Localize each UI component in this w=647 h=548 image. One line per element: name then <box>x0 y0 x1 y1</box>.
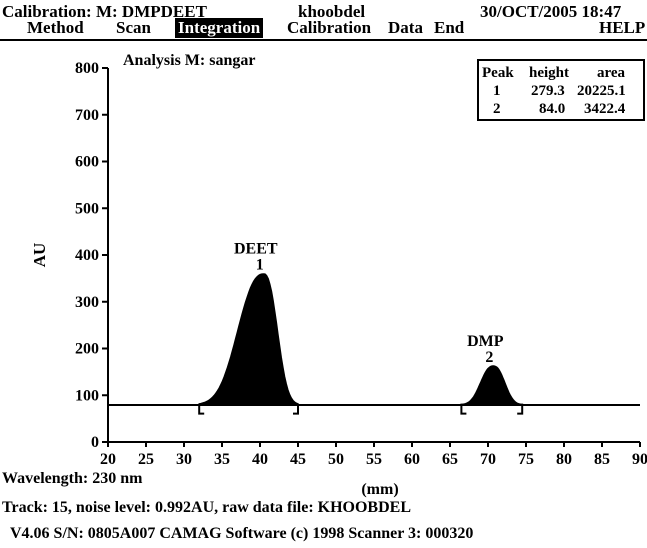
peak-1-area <box>198 273 299 406</box>
y-axis-label: AU <box>30 243 49 268</box>
y-tick-label: 200 <box>75 341 99 358</box>
x-tick-label: 60 <box>404 451 420 468</box>
y-tick-label: 100 <box>75 387 99 404</box>
y-tick-label: 600 <box>75 154 99 171</box>
menu-calibration[interactable]: Calibration <box>287 18 372 37</box>
peak-row-1-area: 20225.1 <box>577 83 626 99</box>
user-name: khoobdel <box>298 2 366 21</box>
y-tick-label: 800 <box>75 60 99 77</box>
peak-1-start-marker <box>198 403 206 415</box>
x-tick-label: 50 <box>328 451 344 468</box>
x-tick-label: 90 <box>632 451 647 468</box>
x-axis-label: (mm) <box>361 481 398 498</box>
height-header: height <box>529 65 570 81</box>
menu-scan[interactable]: Scan <box>116 18 151 37</box>
y-tick-label: 700 <box>75 107 99 124</box>
y-tick-label: 300 <box>75 294 99 311</box>
peak-row-2-height: 84.0 <box>539 101 566 117</box>
area-header: area <box>597 65 626 81</box>
x-tick-label: 75 <box>518 451 534 468</box>
timestamp: 30/OCT/2005 18:47 <box>480 2 622 21</box>
menu-help[interactable]: HELP <box>599 18 646 37</box>
peak-2-area <box>460 365 523 406</box>
menu-method[interactable]: Method <box>27 18 84 37</box>
track-info: Track: 15, noise level: 0.992AU, raw dat… <box>2 499 411 516</box>
x-tick-label: 30 <box>176 451 192 468</box>
x-tick-label: 25 <box>138 451 154 468</box>
x-tick-label: 70 <box>480 451 496 468</box>
x-tick-label: 20 <box>100 451 116 468</box>
menu-bar: Method Scan Integration Calibration Data… <box>0 18 647 38</box>
y-tick-label: 0 <box>91 434 99 451</box>
menu-divider <box>0 39 647 41</box>
peak-row-2-number: 2 <box>493 101 501 117</box>
peak-2-end-marker <box>516 403 524 415</box>
peak-2-number-label: 2 <box>485 349 493 366</box>
y-tick-label: 500 <box>75 200 99 217</box>
wavelength-label: Wavelength: 230 nm <box>2 470 143 487</box>
peak-1-end-marker <box>292 403 299 415</box>
peak-table: Peak height area 1 279.3 20225.1 2 84.0 … <box>477 59 645 121</box>
x-tick-label: 80 <box>556 451 572 468</box>
calibration-title: Calibration: M: DMPDEET <box>2 2 207 21</box>
peak-row-2-area: 3422.4 <box>584 101 626 117</box>
software-version: V4.06 S/N: 0805A007 CAMAG Software (c) 1… <box>10 525 474 542</box>
peak-1-number-label: 1 <box>256 257 264 274</box>
x-tick-label: 55 <box>366 451 382 468</box>
menu-end[interactable]: End <box>434 18 465 37</box>
peak-row-1-height: 279.3 <box>531 83 565 99</box>
menu-integration[interactable]: Integration <box>175 18 264 38</box>
x-tick-label: 85 <box>594 451 610 468</box>
y-tick-label: 400 <box>75 247 99 264</box>
peak-2-name-label: DMP <box>467 333 504 350</box>
x-tick-label: 35 <box>214 451 230 468</box>
x-tick-label: 65 <box>442 451 458 468</box>
peak-1-name-label: DEET <box>234 241 278 258</box>
peak-header: Peak <box>482 65 514 81</box>
menu-data[interactable]: Data <box>388 18 423 37</box>
peak-2-start-marker <box>460 403 468 415</box>
x-tick-label: 40 <box>252 451 268 468</box>
x-tick-label: 45 <box>290 451 306 468</box>
analysis-label: Analysis M: sangar <box>123 52 256 69</box>
peak-row-1-number: 1 <box>493 83 501 99</box>
